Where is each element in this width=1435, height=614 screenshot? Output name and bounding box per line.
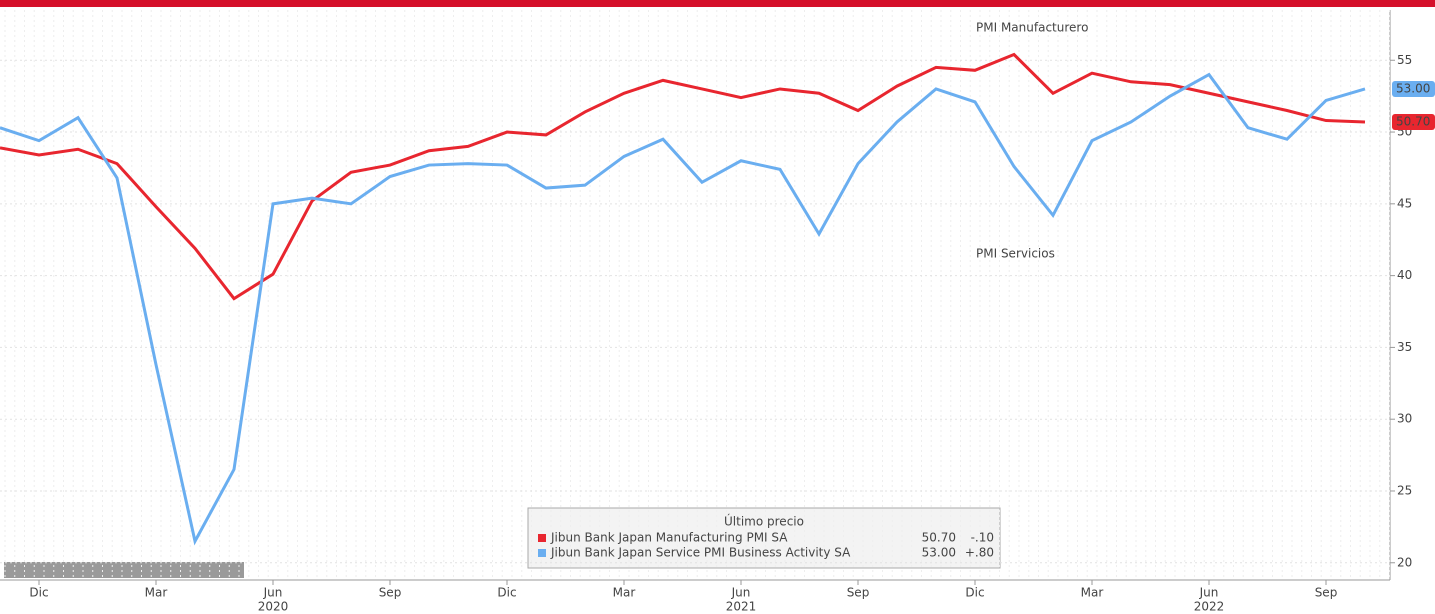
last-value-tag [1392, 113, 1435, 130]
y-tick-label: 55 [1397, 53, 1412, 67]
annotation: PMI Servicios [976, 247, 1055, 261]
x-tick-label: Jun [1199, 586, 1219, 600]
toolbar[interactable] [4, 562, 244, 578]
legend-box [527, 507, 1001, 569]
x-tick-label: Mar [1081, 586, 1104, 600]
annotation: PMI Manufacturero [976, 21, 1088, 35]
y-tick-label: 45 [1397, 196, 1412, 210]
last-value-tag [1392, 80, 1435, 97]
y-tick-label: 35 [1397, 340, 1412, 354]
last-value-label: 53.00 [1396, 81, 1430, 95]
x-tick-label: Dic [497, 586, 516, 600]
legend-label: Jibun Bank Japan Manufacturing PMI SA [550, 531, 788, 545]
x-tick-label: Jun [263, 586, 283, 600]
x-year-label: 2022 [1194, 600, 1225, 614]
legend-last: 50.70 [922, 531, 956, 545]
x-year-label: 2020 [258, 600, 289, 614]
x-tick-label: Sep [379, 586, 402, 600]
legend-last: 53.00 [922, 546, 956, 560]
x-year-label: 2021 [726, 600, 757, 614]
last-value-label: 50.70 [1396, 114, 1430, 128]
y-tick-label: 40 [1397, 268, 1412, 282]
legend [527, 507, 1001, 569]
x-tick-label: Mar [613, 586, 636, 600]
x-tick-label: Mar [145, 586, 168, 600]
x-tick-label: Dic [29, 586, 48, 600]
x-tick-label: Jun [731, 586, 751, 600]
y-tick-label: 20 [1397, 555, 1412, 569]
series-line [0, 52, 1366, 301]
legend-change: +.80 [965, 546, 994, 560]
legend-label: Jibun Bank Japan Service PMI Business Ac… [550, 546, 851, 560]
series-line [0, 72, 1366, 546]
x-tick-label: Dic [965, 586, 984, 600]
legend-change: -.10 [971, 531, 994, 545]
top-bar [0, 0, 1435, 7]
legend-title: Último precio [724, 514, 804, 529]
y-tick-label: 25 [1397, 483, 1412, 497]
y-tick-label: 30 [1397, 412, 1412, 426]
x-tick-label: Sep [1315, 586, 1338, 600]
x-tick-label: Sep [847, 586, 870, 600]
legend-swatch [538, 549, 546, 557]
legend-swatch [538, 534, 546, 542]
